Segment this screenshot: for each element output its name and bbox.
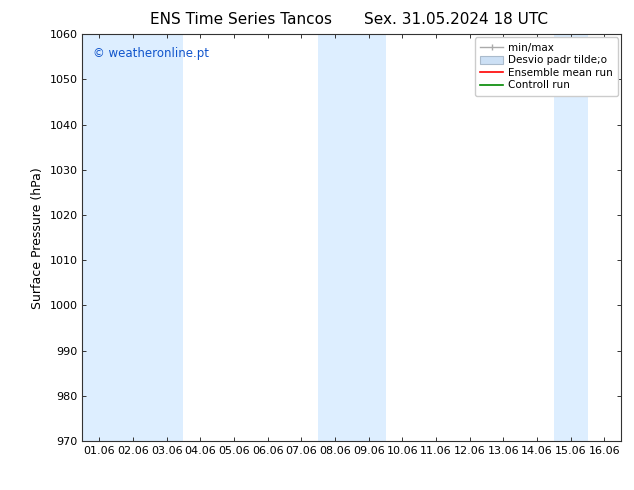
- Y-axis label: Surface Pressure (hPa): Surface Pressure (hPa): [31, 167, 44, 309]
- Text: Sex. 31.05.2024 18 UTC: Sex. 31.05.2024 18 UTC: [365, 12, 548, 27]
- Text: ENS Time Series Tancos: ENS Time Series Tancos: [150, 12, 332, 27]
- Bar: [150, 34, 183, 441]
- Bar: [116, 34, 150, 441]
- Text: © weatheronline.pt: © weatheronline.pt: [93, 47, 209, 59]
- Legend: min/max, Desvio padr tilde;o, Ensemble mean run, Controll run: min/max, Desvio padr tilde;o, Ensemble m…: [475, 37, 618, 96]
- Bar: [318, 34, 352, 441]
- Bar: [554, 34, 588, 441]
- Bar: [352, 34, 385, 441]
- Bar: [82, 34, 116, 441]
